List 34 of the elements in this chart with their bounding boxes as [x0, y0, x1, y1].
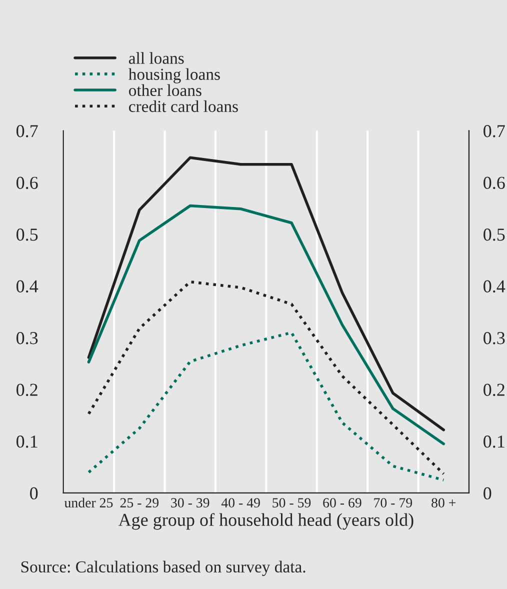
x-tick-label: 25 - 29: [120, 498, 159, 508]
y-tick-label: 0.5: [16, 228, 38, 241]
source-note: Source: Calculations based on survey data.: [21, 560, 306, 576]
x-tick-label: 70 - 79: [374, 498, 412, 508]
y2-tick-label: 0.5: [484, 228, 505, 241]
y-tick-label: 0.4: [16, 280, 38, 293]
x-axis-title: Age group of household head (years old): [118, 513, 414, 530]
legend-label: all loans: [128, 52, 184, 64]
y-tick-label: 0.2: [16, 384, 38, 396]
legend-label: credit card loans: [129, 100, 238, 112]
y-tick-label: 0.3: [16, 332, 38, 344]
y2-tick-label: 0.4: [484, 280, 506, 293]
x-tick-label: 30 - 39: [171, 498, 210, 508]
legend-label: other loans: [129, 84, 202, 96]
y2-tick-label: 0.2: [484, 384, 504, 396]
y2-tick-label: 0.3: [484, 332, 505, 344]
y-tick-label: 0: [30, 487, 38, 500]
x-tick-label: 40 - 49: [221, 498, 260, 508]
y2-tick-label: 0: [484, 487, 492, 500]
legend-label: housing loans: [128, 68, 220, 84]
line-series: [87, 280, 446, 476]
x-tick-label: 50 - 59: [272, 498, 311, 508]
y-tick-label: 0.1: [16, 436, 38, 448]
x-tick-label: under 25: [64, 498, 113, 508]
y2-tick-label: 0.6: [484, 176, 505, 190]
y2-tick-label: 0.1: [484, 436, 504, 448]
y-tick-label: 0.6: [16, 176, 38, 190]
line-series: [87, 156, 446, 432]
y-tick-label: 0.7: [16, 125, 38, 138]
y2-tick-label: 0.7: [484, 125, 505, 138]
x-tick-label: 80 +: [432, 498, 456, 508]
x-tick-label: 60 - 69: [323, 498, 362, 508]
line-series: [87, 204, 446, 446]
line-series: [87, 331, 446, 482]
